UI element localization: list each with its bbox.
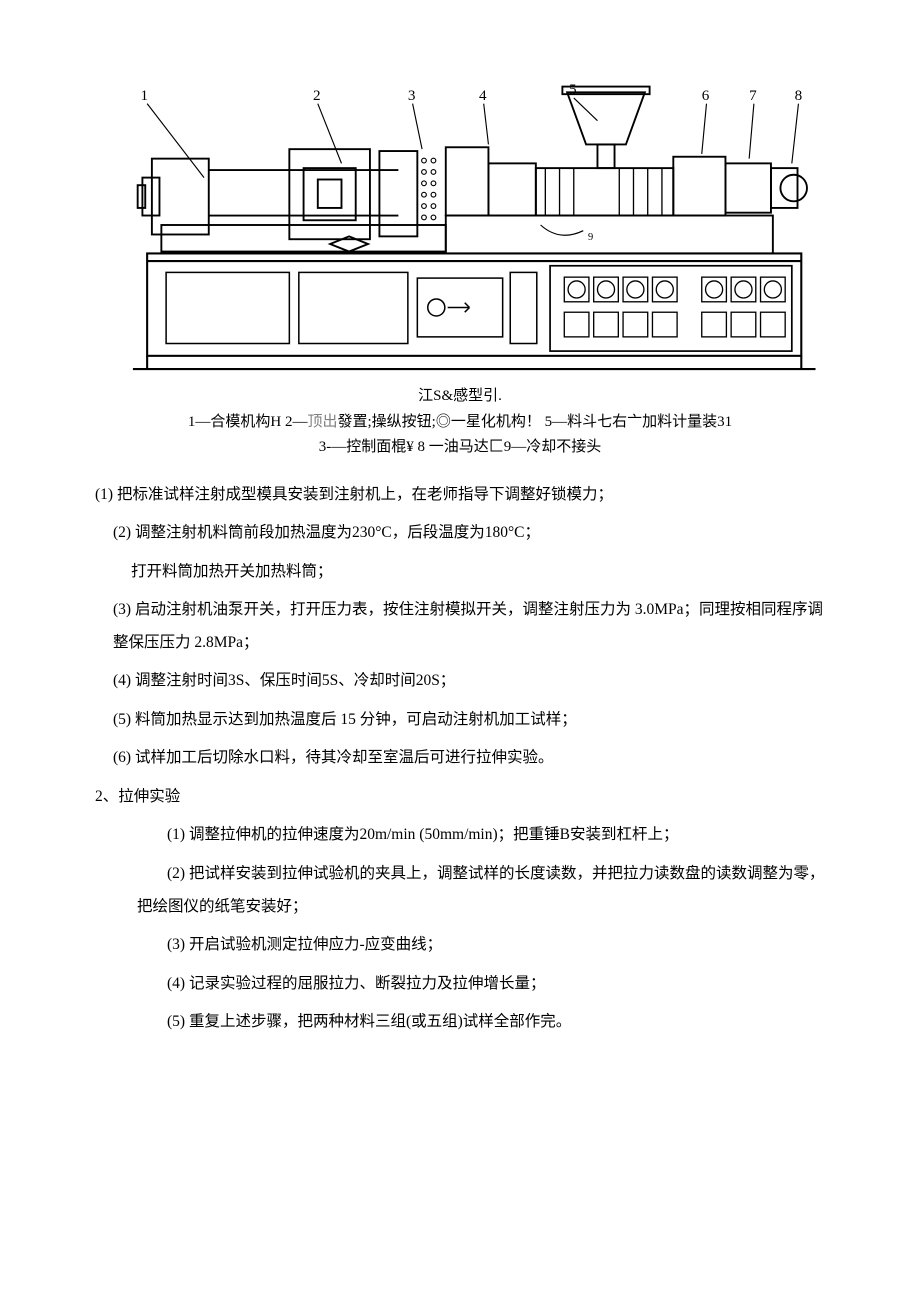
callout-1: 1 [141, 87, 149, 104]
callout-2: 2 [313, 87, 321, 104]
figure-container: 1 2 3 4 5 6 7 8 [95, 70, 825, 461]
step-a-6: (6) 试样加工后切除水口料，待其冷却至室温后可进行拉伸实验。 [95, 742, 825, 775]
step-a-1: (1) 把标准试样注射成型模具安装到注射机上，在老师指导下调整好锁模力； [95, 479, 825, 512]
document-page: 1 2 3 4 5 6 7 8 [0, 0, 920, 1105]
callout-4: 4 [479, 87, 487, 104]
step-a-2b: 打开料筒加热开关加热料筒； [95, 556, 825, 589]
svg-text:9: 9 [588, 232, 593, 243]
step-b-3: (3) 开启试验机测定拉伸应力-应变曲线； [137, 929, 825, 962]
callout-8: 8 [795, 87, 803, 104]
caption-line-2: 3-—控制面棍¥ 8 一油马达匚9—冷却不接头 [95, 435, 825, 461]
caption-line-1: 1—合模机构H 2—顶出發置;操纵按钮;◎一星化机构！ 5—料斗七右亠加料计量装… [95, 410, 825, 436]
step-b-5: (5) 重复上述步骤，把两种材料三组(或五组)试样全部作完。 [137, 1006, 825, 1039]
callout-3: 3 [408, 87, 416, 104]
step-b-1: (1) 调整拉伸机的拉伸速度为20m/min (50mm/min)；把重锤B安装… [137, 819, 825, 852]
figure-caption: 江S&感型引. 1—合模机构H 2—顶出發置;操纵按钮;◎一星化机构！ 5—料斗… [95, 384, 825, 461]
injection-machine-diagram: 1 2 3 4 5 6 7 8 [95, 70, 825, 380]
step-a-3: (3) 启动注射机油泵开关，打开压力表，按住注射模拟开关，调整注射压力为 3.0… [95, 594, 825, 659]
step-a-5: (5) 料筒加热显示达到加热温度后 15 分钟，可启动注射机加工试样； [95, 704, 825, 737]
section-2-steps: (1) 调整拉伸机的拉伸速度为20m/min (50mm/min)；把重锤B安装… [95, 819, 825, 1038]
step-a-2: (2) 调整注射机料筒前段加热温度为230°C，后段温度为180°C； [95, 517, 825, 550]
step-b-4: (4) 记录实验过程的屈服拉力、断裂拉力及拉伸增长量； [137, 968, 825, 1001]
section-2-title: 2、拉伸实验 [95, 781, 825, 814]
callout-5: 5 [569, 81, 577, 98]
step-b-2: (2) 把试样安装到拉伸试验机的夹具上，调整试样的长度读数，并把拉力读数盘的读数… [137, 858, 825, 923]
caption-line-0: 江S&感型引. [95, 384, 825, 410]
callout-6: 6 [702, 87, 710, 104]
step-a-4: (4) 调整注射时间3S、保压时间5S、冷却时间20S； [95, 665, 825, 698]
callout-7: 7 [749, 87, 757, 104]
